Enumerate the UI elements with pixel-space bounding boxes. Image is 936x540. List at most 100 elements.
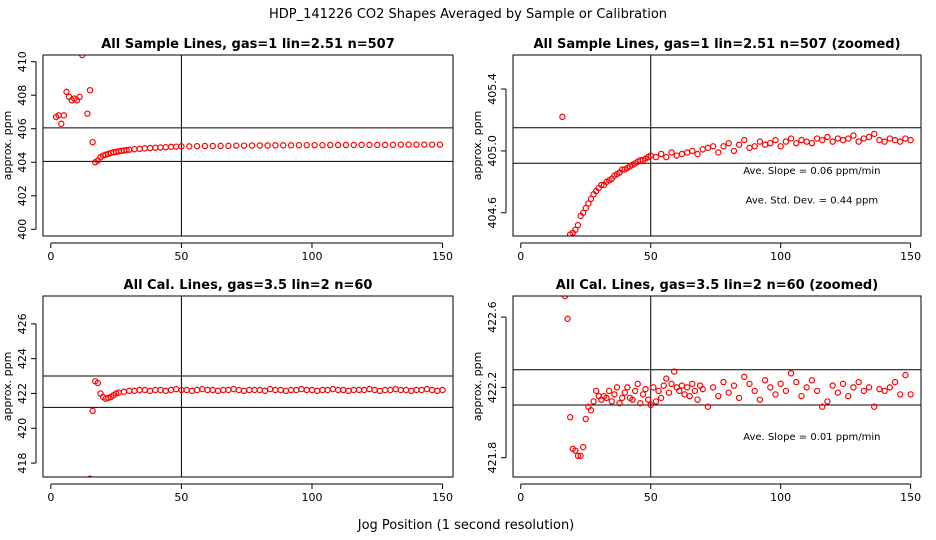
data-point (152, 144, 159, 151)
data-point (272, 386, 279, 394)
data-point (808, 377, 816, 384)
data-point (860, 387, 868, 395)
data-point (342, 141, 350, 149)
data-point (839, 136, 847, 144)
data-point (374, 141, 381, 149)
data-point (201, 142, 209, 150)
data-point (167, 143, 175, 151)
data-point (699, 146, 706, 153)
data-point (871, 403, 878, 410)
data-point (282, 387, 290, 395)
y-tick-label: 422.2 (486, 372, 499, 404)
data-point (644, 396, 652, 403)
data-point (397, 386, 404, 394)
data-point (819, 403, 826, 410)
data-point (756, 396, 764, 403)
data-point (392, 385, 399, 393)
data-point (761, 141, 769, 148)
data-point (193, 386, 201, 394)
data-point (657, 150, 665, 158)
data-point (829, 138, 836, 145)
data-point (673, 152, 680, 159)
data-point (834, 135, 842, 142)
data-point (587, 407, 595, 414)
stat-annotation: Ave. Slope = 0.06 ppm/min (743, 166, 880, 177)
data-point (699, 385, 706, 393)
data-point (824, 133, 831, 141)
y-tick-label: 405.0 (486, 135, 499, 167)
data-point (125, 387, 133, 395)
data-point (577, 452, 584, 460)
data-point (566, 414, 574, 421)
data-point (256, 386, 263, 394)
data-point (572, 226, 579, 234)
chart-panel-1: All Sample Lines, gas=1 lin=2.51 n=507 0 5… (1, 37, 454, 263)
data-point (60, 112, 68, 119)
x-tick-label: 150 (432, 491, 453, 504)
data-point (668, 380, 675, 388)
data-point (663, 153, 670, 161)
data-point (350, 386, 357, 394)
x-tick-label: 50 (174, 491, 188, 504)
data-point (735, 394, 743, 402)
data-point (676, 387, 683, 395)
data-point (751, 387, 758, 395)
y-tick-label: 404.6 (486, 197, 499, 229)
data-point (660, 382, 667, 389)
data-point (730, 147, 738, 155)
data-point (579, 209, 587, 216)
x-tick-label: 100 (770, 250, 791, 263)
data-point (639, 391, 647, 398)
data-point (902, 135, 909, 142)
data-point (428, 141, 436, 148)
chart-panel-4: All Cal. Lines, gas=3.5 lin=2 n=60 (zoom… (471, 278, 922, 504)
data-point (798, 392, 805, 400)
data-point (389, 141, 397, 149)
data-point (233, 142, 240, 149)
data-point (642, 385, 649, 393)
data-point (266, 385, 274, 393)
x-tick-label: 100 (301, 491, 322, 504)
data-point (665, 389, 673, 396)
data-point (436, 141, 444, 148)
data-point (720, 378, 727, 386)
data-point (694, 396, 701, 403)
data-point (761, 377, 769, 384)
data-point (58, 120, 65, 127)
data-point (308, 386, 316, 394)
data-point (865, 133, 873, 141)
data-point (131, 145, 138, 153)
data-point (624, 384, 631, 391)
data-point (287, 386, 295, 394)
y-tick-label: 421.8 (486, 442, 499, 474)
data-point (585, 200, 592, 207)
data-point (186, 143, 193, 150)
data-point (582, 204, 589, 212)
data-point (876, 385, 883, 393)
data-point (678, 382, 686, 389)
data-point (782, 138, 790, 145)
data-point (652, 398, 660, 405)
y-axis-label: approx. ppm (1, 111, 14, 181)
data-point (741, 136, 748, 144)
data-point (694, 150, 701, 158)
data-point (855, 138, 862, 145)
data-point (246, 386, 253, 394)
data-point (63, 88, 70, 96)
data-point (157, 144, 164, 151)
data-point (782, 387, 790, 395)
x-tick-label: 0 (517, 250, 524, 263)
data-point (777, 380, 784, 388)
data-point (650, 384, 657, 391)
data-point (670, 368, 678, 375)
data-point (217, 142, 224, 150)
data-point (772, 391, 779, 398)
data-point (603, 394, 610, 402)
y-tick-label: 408 (16, 85, 29, 106)
data-point (280, 142, 287, 149)
data-point (829, 382, 836, 389)
data-point (605, 387, 613, 395)
data-point (891, 378, 899, 386)
data-point (574, 221, 582, 229)
